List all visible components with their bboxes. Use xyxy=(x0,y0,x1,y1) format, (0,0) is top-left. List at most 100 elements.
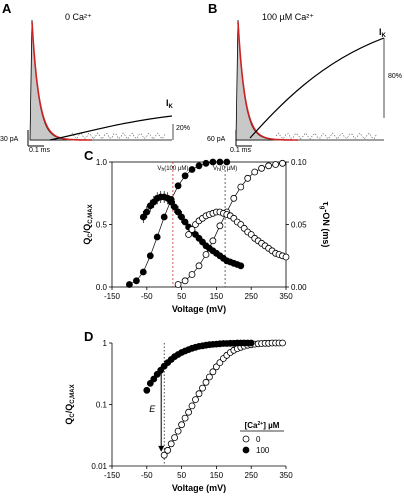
charge-movement-trace xyxy=(69,132,165,140)
panel-b-condition: 100 µM Ca²⁺ xyxy=(262,12,314,22)
data-point-Q0 xyxy=(188,271,196,278)
data-point-Q0 xyxy=(174,281,182,288)
panel-a-condition: 0 Ca²⁺ xyxy=(65,12,92,22)
data-point-Q0 xyxy=(279,159,286,167)
data-point-Q0 xyxy=(279,339,286,347)
legend-marker-0 xyxy=(242,435,250,443)
y-tick-label: 0.01 xyxy=(91,462,107,471)
data-point-Q0 xyxy=(202,378,210,386)
y-tick-label: 0.5 xyxy=(96,221,108,230)
data-point-Tau100 xyxy=(181,218,189,226)
charge-movement-trace xyxy=(275,132,377,140)
data-point-Q0 xyxy=(164,446,172,454)
x-tick-label: 250 xyxy=(245,471,259,480)
legend-label-100: 100 xyxy=(256,446,270,455)
exponential-fit-curve xyxy=(237,21,298,141)
data-point-Q0 xyxy=(185,408,193,416)
x-tick-label: -150 xyxy=(104,292,121,301)
data-point-Q0 xyxy=(195,390,203,398)
data-point-Q0 xyxy=(192,396,199,404)
arrow-label: E xyxy=(149,404,156,414)
panel-a-ik-label: IK xyxy=(166,98,174,110)
x-tick-label: 150 xyxy=(210,292,224,301)
x-axis-label: Voltage (mV) xyxy=(172,483,226,493)
data-point-Q100 xyxy=(139,268,147,276)
panel-a-scale-time: 0.1 ms xyxy=(29,147,51,154)
data-point-Q100 xyxy=(202,159,210,167)
y-tick-label: 0.1 xyxy=(96,401,108,410)
data-point-Q100 xyxy=(146,252,154,260)
data-point-Tau100 xyxy=(237,262,245,270)
gating-current-trace xyxy=(29,19,68,141)
y-tick-label: 0.0 xyxy=(96,283,108,292)
gating-current-trace xyxy=(235,19,274,141)
y-axis-label: QC/QC,MAX xyxy=(64,384,76,424)
y-axis-label: QC/QC,MAX xyxy=(82,204,94,244)
panel-a-letter: A xyxy=(2,1,12,16)
x-tick-label: -50 xyxy=(141,292,153,301)
data-point-Q0 xyxy=(195,262,203,270)
data-point-Q100 xyxy=(153,233,161,241)
data-point-Q100 xyxy=(209,158,217,166)
panel-c-plot: -150 -50 50 150 250 350 0.0 0.5 1.0 0.00 0.05 0.10 V… xyxy=(82,158,331,314)
vh-label-0: Vh(100 µM) xyxy=(157,166,188,173)
panel-a: A 0 Ca²⁺ IK 20% 30 pA 0.1 ms xyxy=(0,1,190,154)
y2-tick-label: 0.05 xyxy=(291,221,307,230)
data-point-Q0 xyxy=(171,434,179,442)
data-point-Q0 xyxy=(237,183,245,191)
data-point-Tau100 xyxy=(139,213,147,221)
panel-b-traces xyxy=(235,19,385,141)
panel-d-plot: -150 -50 50 150 250 350 0.01 0.1 1 Voltage (mV) QC… xyxy=(64,339,293,493)
data-point-Q100 xyxy=(188,166,196,173)
x-tick-label: -50 xyxy=(141,471,153,480)
data-point-Q100 xyxy=(125,281,133,288)
data-point-Q100 xyxy=(146,379,154,387)
data-point-Q0 xyxy=(230,194,238,202)
panel-c-letter: C xyxy=(84,148,94,163)
data-point-Tau100 xyxy=(174,208,182,216)
y-tick-label: 1.0 xyxy=(96,158,108,167)
data-point-Q0 xyxy=(178,421,186,429)
data-point-Tau0 xyxy=(282,253,290,261)
data-point-Q0 xyxy=(202,251,210,258)
x-tick-label: 50 xyxy=(177,471,186,480)
data-point-Q100 xyxy=(216,158,224,166)
data-point-Tau100 xyxy=(171,203,179,211)
data-point-Tau0 xyxy=(185,231,193,238)
data-point-Q0 xyxy=(205,373,213,381)
data-point-Q0 xyxy=(188,402,196,410)
legend-label-0: 0 xyxy=(256,435,261,444)
data-point-Q0 xyxy=(216,222,224,230)
panel-a-scale-pct: 20% xyxy=(176,125,190,132)
panel-b-letter: B xyxy=(208,1,217,16)
panel-a-traces xyxy=(29,19,173,141)
y-tick-label: 1 xyxy=(103,339,108,348)
y2-tick-label: 0.10 xyxy=(291,158,307,167)
data-point-Q100 xyxy=(150,375,158,383)
data-point-Q100 xyxy=(174,182,182,190)
data-point-Q0 xyxy=(209,368,217,376)
data-point-Q100 xyxy=(143,386,151,394)
panel-d: D -150 -50 50 150 250 350 0.01 0.1 1 Voltage (mV)… xyxy=(64,329,293,493)
data-point-Tau100 xyxy=(167,198,175,206)
x-tick-label: 50 xyxy=(177,292,186,301)
legend-marker-100 xyxy=(242,446,250,454)
panel-b-scale-current: 60 pA xyxy=(207,136,226,143)
exponential-fit-curve xyxy=(31,21,92,141)
potassium-current-trace xyxy=(49,115,173,141)
y2-axis-label: τg-ON (ms) xyxy=(319,202,331,248)
data-point-Q0 xyxy=(181,414,189,422)
panel-b: B 100 µM Ca²⁺ IK 80% 60 pA 0.1 ms xyxy=(207,1,402,154)
panel-d-letter: D xyxy=(84,329,93,344)
x-tick-label: 350 xyxy=(279,292,293,301)
data-point-Q100 xyxy=(223,158,231,166)
x-tick-label: 250 xyxy=(245,292,259,301)
fit-line-Q100 xyxy=(129,161,227,285)
data-point-Q0 xyxy=(244,174,252,182)
shift-arrow-head xyxy=(158,445,165,452)
data-point-Q100 xyxy=(181,172,189,180)
panel-c: C -150 -50 50 150 250 350 0.0 0.5 1.0 0.00 0.05 0.1… xyxy=(82,148,331,314)
panel-b-ik-label: IK xyxy=(379,27,387,39)
panel-a-scale-current: 30 pA xyxy=(0,136,19,143)
